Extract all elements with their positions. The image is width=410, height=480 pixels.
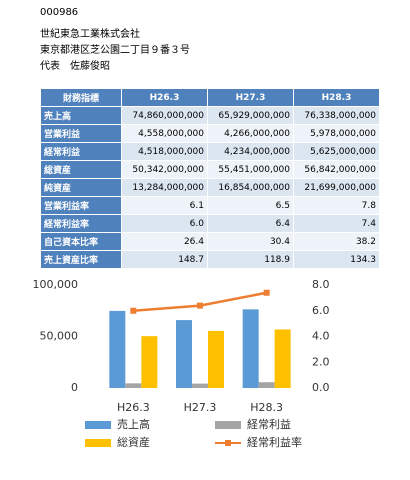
legend-label: 経常利益率 xyxy=(247,435,302,449)
value-cell: 4,518,000,000 xyxy=(121,142,208,161)
value-cell: 6.1 xyxy=(121,196,208,215)
value-cell: 30.4 xyxy=(207,232,294,251)
y2-tick-label: 6.0 xyxy=(312,304,330,317)
line-marker xyxy=(130,307,137,314)
x-tick-label: H28.3 xyxy=(250,401,283,414)
y2-tick-label: 0.0 xyxy=(312,381,330,394)
line-marker xyxy=(263,289,270,296)
value-cell: 7.8 xyxy=(293,196,380,215)
address: 東京都港区芝公園二丁目９番３号 xyxy=(40,45,190,56)
bar xyxy=(109,310,126,388)
table-row: 営業利益 4,558,000,000 4,266,000,000 5,978,000,… xyxy=(40,124,380,143)
legend-swatch xyxy=(215,421,241,429)
label-cell: 営業利益率 xyxy=(40,196,122,215)
bar xyxy=(258,382,275,388)
table-row: 総資産 50,342,000,000 55,451,000,000 56,842,00… xyxy=(40,160,380,179)
value-cell: 13,284,000,000 xyxy=(121,178,208,197)
bar xyxy=(192,383,208,388)
table-row: 自己資本比率 26.4 30.4 38.2 xyxy=(40,232,380,251)
bar xyxy=(208,330,224,388)
table-row: 経常利益 4,518,000,000 4,234,000,000 5,625,000,… xyxy=(40,142,380,161)
y-tick-label: 50,000 xyxy=(40,330,79,343)
bar xyxy=(125,383,142,388)
value-cell: 21,699,000,000 xyxy=(293,178,380,197)
chart: 0 50,000 100,000 0.0 2.0 4.0 6.0 8.0 H26.3 H27.3 H… xyxy=(33,278,330,449)
label-cell: 自己資本比率 xyxy=(40,232,122,251)
legend-swatch xyxy=(85,439,111,447)
table-row: 経常利益率 6.0 6.4 7.4 xyxy=(40,214,380,233)
label-cell: 売上資産比率 xyxy=(40,250,122,269)
label-cell: 純資産 xyxy=(40,178,122,197)
value-cell: 26.4 xyxy=(121,232,208,251)
header-row: 財務指標 H26.3 H27.3 H28.3 xyxy=(40,88,380,107)
value-cell: 118.9 xyxy=(207,250,294,269)
value-cell: 5,978,000,000 xyxy=(293,124,380,143)
header-cell: H26.3 xyxy=(121,88,208,107)
header-cell: H28.3 xyxy=(293,88,380,107)
x-tick-label: H27.3 xyxy=(184,401,217,414)
table-row: 営業利益率 6.1 6.5 7.8 xyxy=(40,196,380,215)
y-tick-label: 0 xyxy=(71,381,78,394)
header-cell: H27.3 xyxy=(207,88,294,107)
label-cell: 営業利益 xyxy=(40,124,122,143)
table-row: 売上高 74,860,000,000 65,929,000,000 76,338,00… xyxy=(40,106,380,125)
y2-tick-label: 4.0 xyxy=(312,330,330,343)
bar xyxy=(141,336,158,388)
code: 000986 xyxy=(40,7,79,18)
value-cell: 134.3 xyxy=(293,250,380,269)
legend-swatch xyxy=(85,421,111,429)
value-cell: 148.7 xyxy=(121,250,208,269)
label-cell: 総資産 xyxy=(40,160,122,179)
legend-label: 総資産 xyxy=(117,435,150,449)
value-cell: 6.4 xyxy=(207,214,294,233)
header-cell: 財務指標 xyxy=(40,88,122,107)
value-cell: 16,854,000,000 xyxy=(207,178,294,197)
value-cell: 5,625,000,000 xyxy=(293,142,380,161)
label-cell: 経常利益率 xyxy=(40,214,122,233)
value-cell: 56,842,000,000 xyxy=(293,160,380,179)
table-row: 売上資産比率 148.7 118.9 134.3 xyxy=(40,250,380,269)
y-tick-label: 100,000 xyxy=(33,278,79,291)
line-marker xyxy=(197,302,203,309)
value-cell: 76,338,000,000 xyxy=(293,106,380,125)
value-cell: 50,342,000,000 xyxy=(121,160,208,179)
value-cell: 6.0 xyxy=(121,214,208,233)
label-cell: 経常利益 xyxy=(40,142,122,161)
legend-label: 売上高 xyxy=(117,417,150,431)
value-cell: 7.4 xyxy=(293,214,380,233)
y2-tick-label: 8.0 xyxy=(312,278,330,291)
table-row: 純資産 13,284,000,000 16,854,000,000 21,699,00… xyxy=(40,178,380,197)
bar xyxy=(242,309,259,388)
value-cell: 4,234,000,000 xyxy=(207,142,294,161)
financial-table: 財務指標 H26.3 H27.3 H28.3 売上高 74,860,000,000 65,9… xyxy=(40,88,380,269)
value-cell: 38.2 xyxy=(293,232,380,251)
x-tick-label: H26.3 xyxy=(117,401,150,414)
label-cell: 売上高 xyxy=(40,106,122,125)
company: 世紀東急工業株式会社 xyxy=(40,29,140,40)
y2-tick-label: 2.0 xyxy=(312,355,330,368)
value-cell: 4,266,000,000 xyxy=(207,124,294,143)
value-cell: 55,451,000,000 xyxy=(207,160,294,179)
legend-label: 経常利益 xyxy=(247,417,291,431)
value-cell: 65,929,000,000 xyxy=(207,106,294,125)
bar xyxy=(176,320,192,388)
legend-marker xyxy=(225,440,231,446)
value-cell: 4,558,000,000 xyxy=(121,124,208,143)
value-cell: 74,860,000,000 xyxy=(121,106,208,125)
representative: 代表 佐藤俊昭 xyxy=(40,61,110,72)
value-cell: 6.5 xyxy=(207,196,294,215)
bar xyxy=(274,329,291,388)
